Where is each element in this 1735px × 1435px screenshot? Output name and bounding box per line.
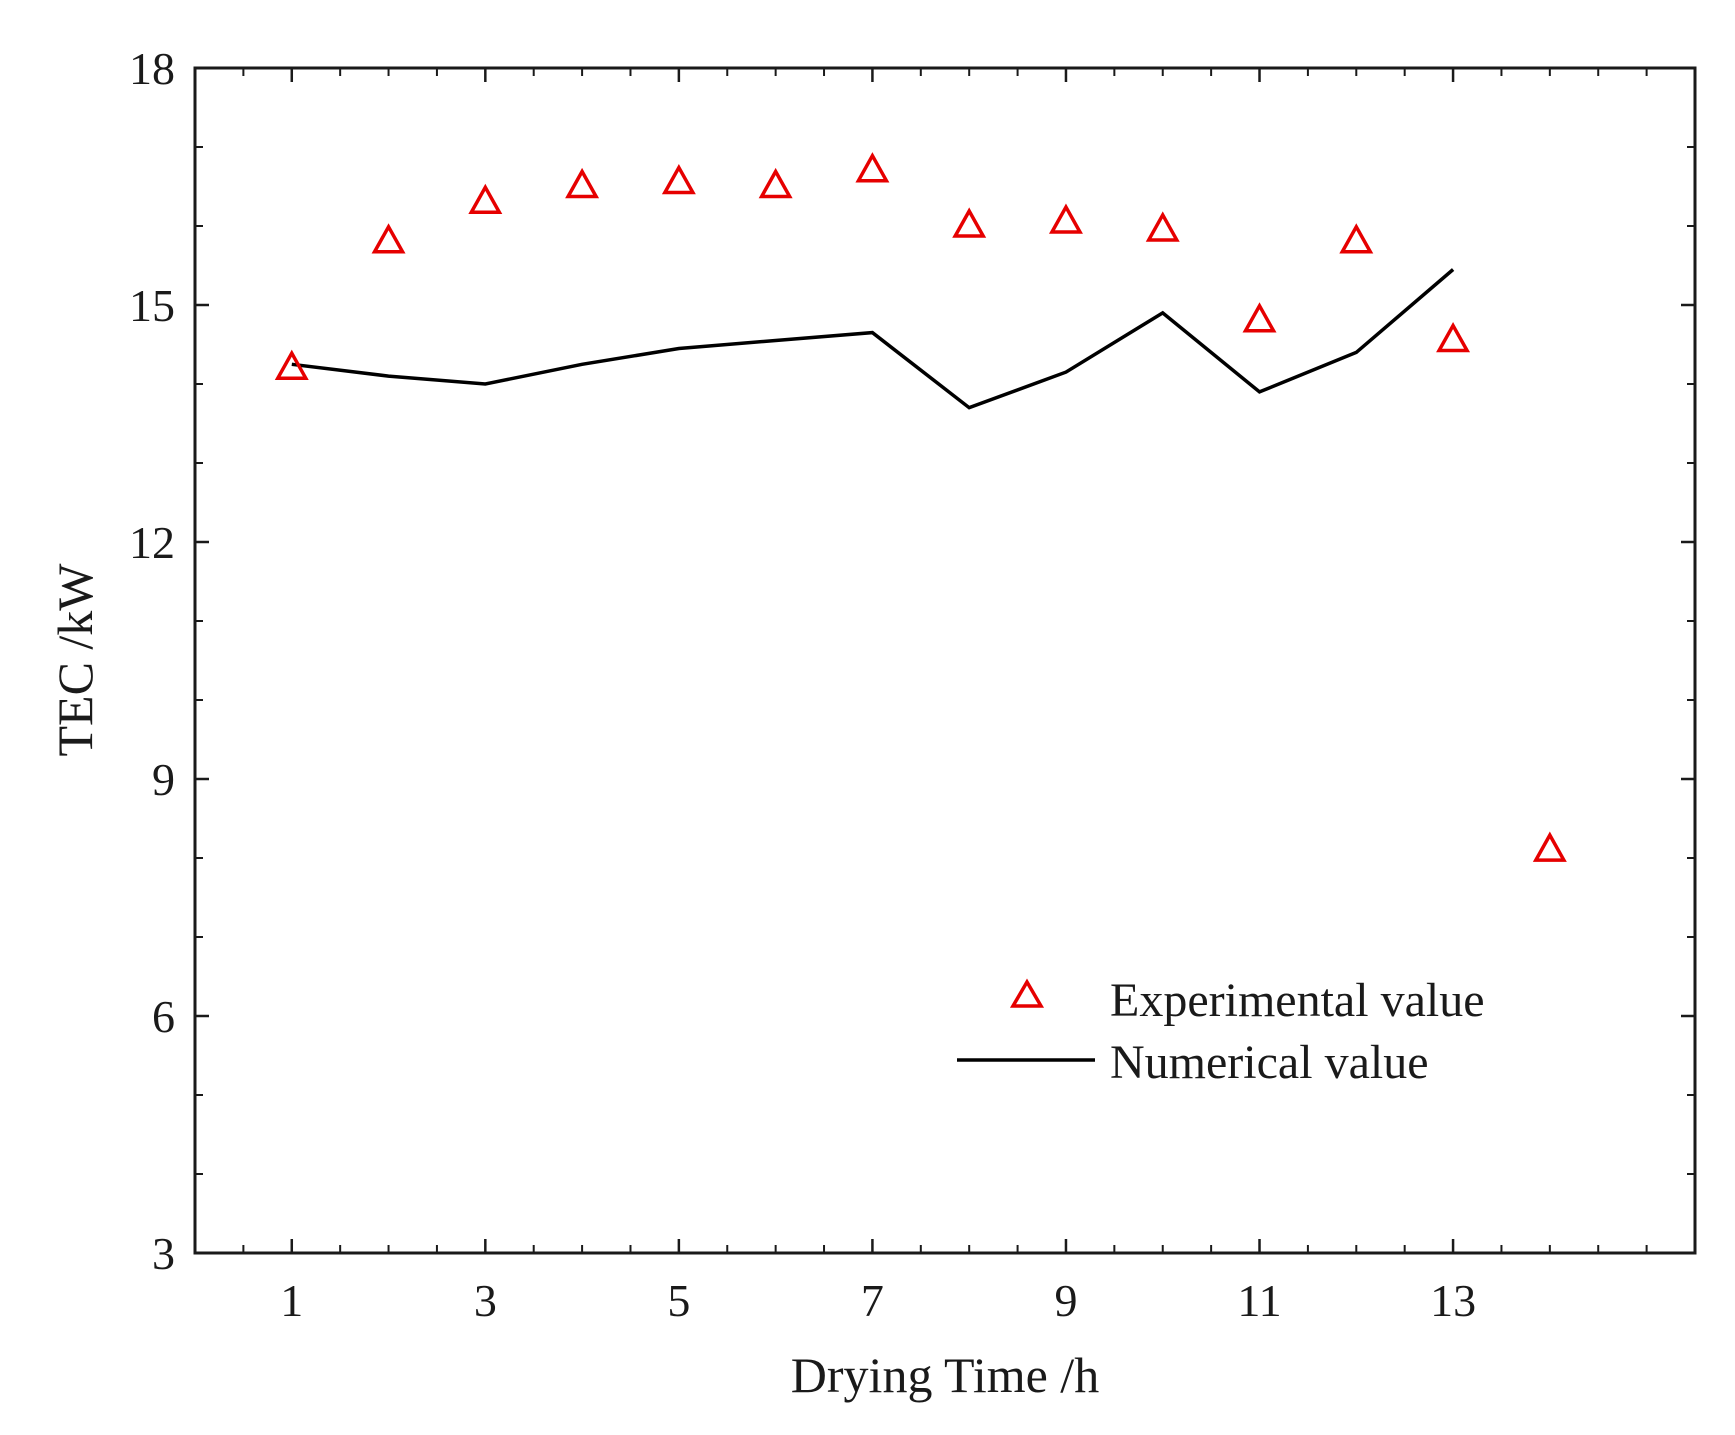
- axis-ticks: [195, 66, 1695, 1255]
- experimental-point: [565, 167, 600, 199]
- legend-triangle-icon: [1009, 978, 1045, 1008]
- y-tick-label: 3: [152, 1228, 175, 1279]
- experimental-point: [952, 207, 987, 238]
- x-axis-title: Drying Time /h: [791, 1347, 1099, 1403]
- numerical-value-line: [291, 268, 1455, 410]
- y-tick-label: 15: [129, 280, 175, 331]
- y-tick-label: 18: [129, 43, 175, 94]
- experimental-point: [1242, 302, 1277, 333]
- x-tick-label: 5: [667, 1275, 690, 1326]
- x-tick-label: 13: [1430, 1275, 1476, 1326]
- experimental-point: [1145, 211, 1180, 242]
- experimental-point: [1532, 831, 1567, 862]
- x-tick-label: 11: [1237, 1275, 1281, 1326]
- experimental-point: [468, 183, 503, 215]
- legend: Experimental value Numerical value: [957, 974, 1485, 1089]
- x-tick-label: 7: [861, 1275, 884, 1326]
- plot-area: [193, 66, 1697, 1255]
- experimental-point: [661, 163, 696, 195]
- y-tick-label: 6: [152, 991, 175, 1042]
- x-tick-label: 1: [280, 1275, 303, 1326]
- legend-label-numerical: Numerical value: [1110, 1036, 1429, 1089]
- experimental-point: [1436, 321, 1471, 353]
- y-tick-label: 12: [129, 517, 175, 568]
- experimental-point: [1339, 223, 1374, 254]
- experimental-point: [274, 349, 309, 380]
- experimental-point: [855, 152, 890, 183]
- legend-label-experimental: Experimental value: [1110, 974, 1485, 1027]
- experimental-value-markers: [274, 152, 1567, 862]
- experimental-point: [371, 223, 406, 254]
- y-tick-label: 9: [152, 754, 175, 805]
- x-tick-label: 3: [474, 1275, 497, 1326]
- y-axis-title: TEC /kW: [47, 563, 103, 757]
- experimental-point: [758, 167, 793, 199]
- experimental-point: [1048, 203, 1083, 234]
- x-tick-label: 9: [1054, 1275, 1077, 1326]
